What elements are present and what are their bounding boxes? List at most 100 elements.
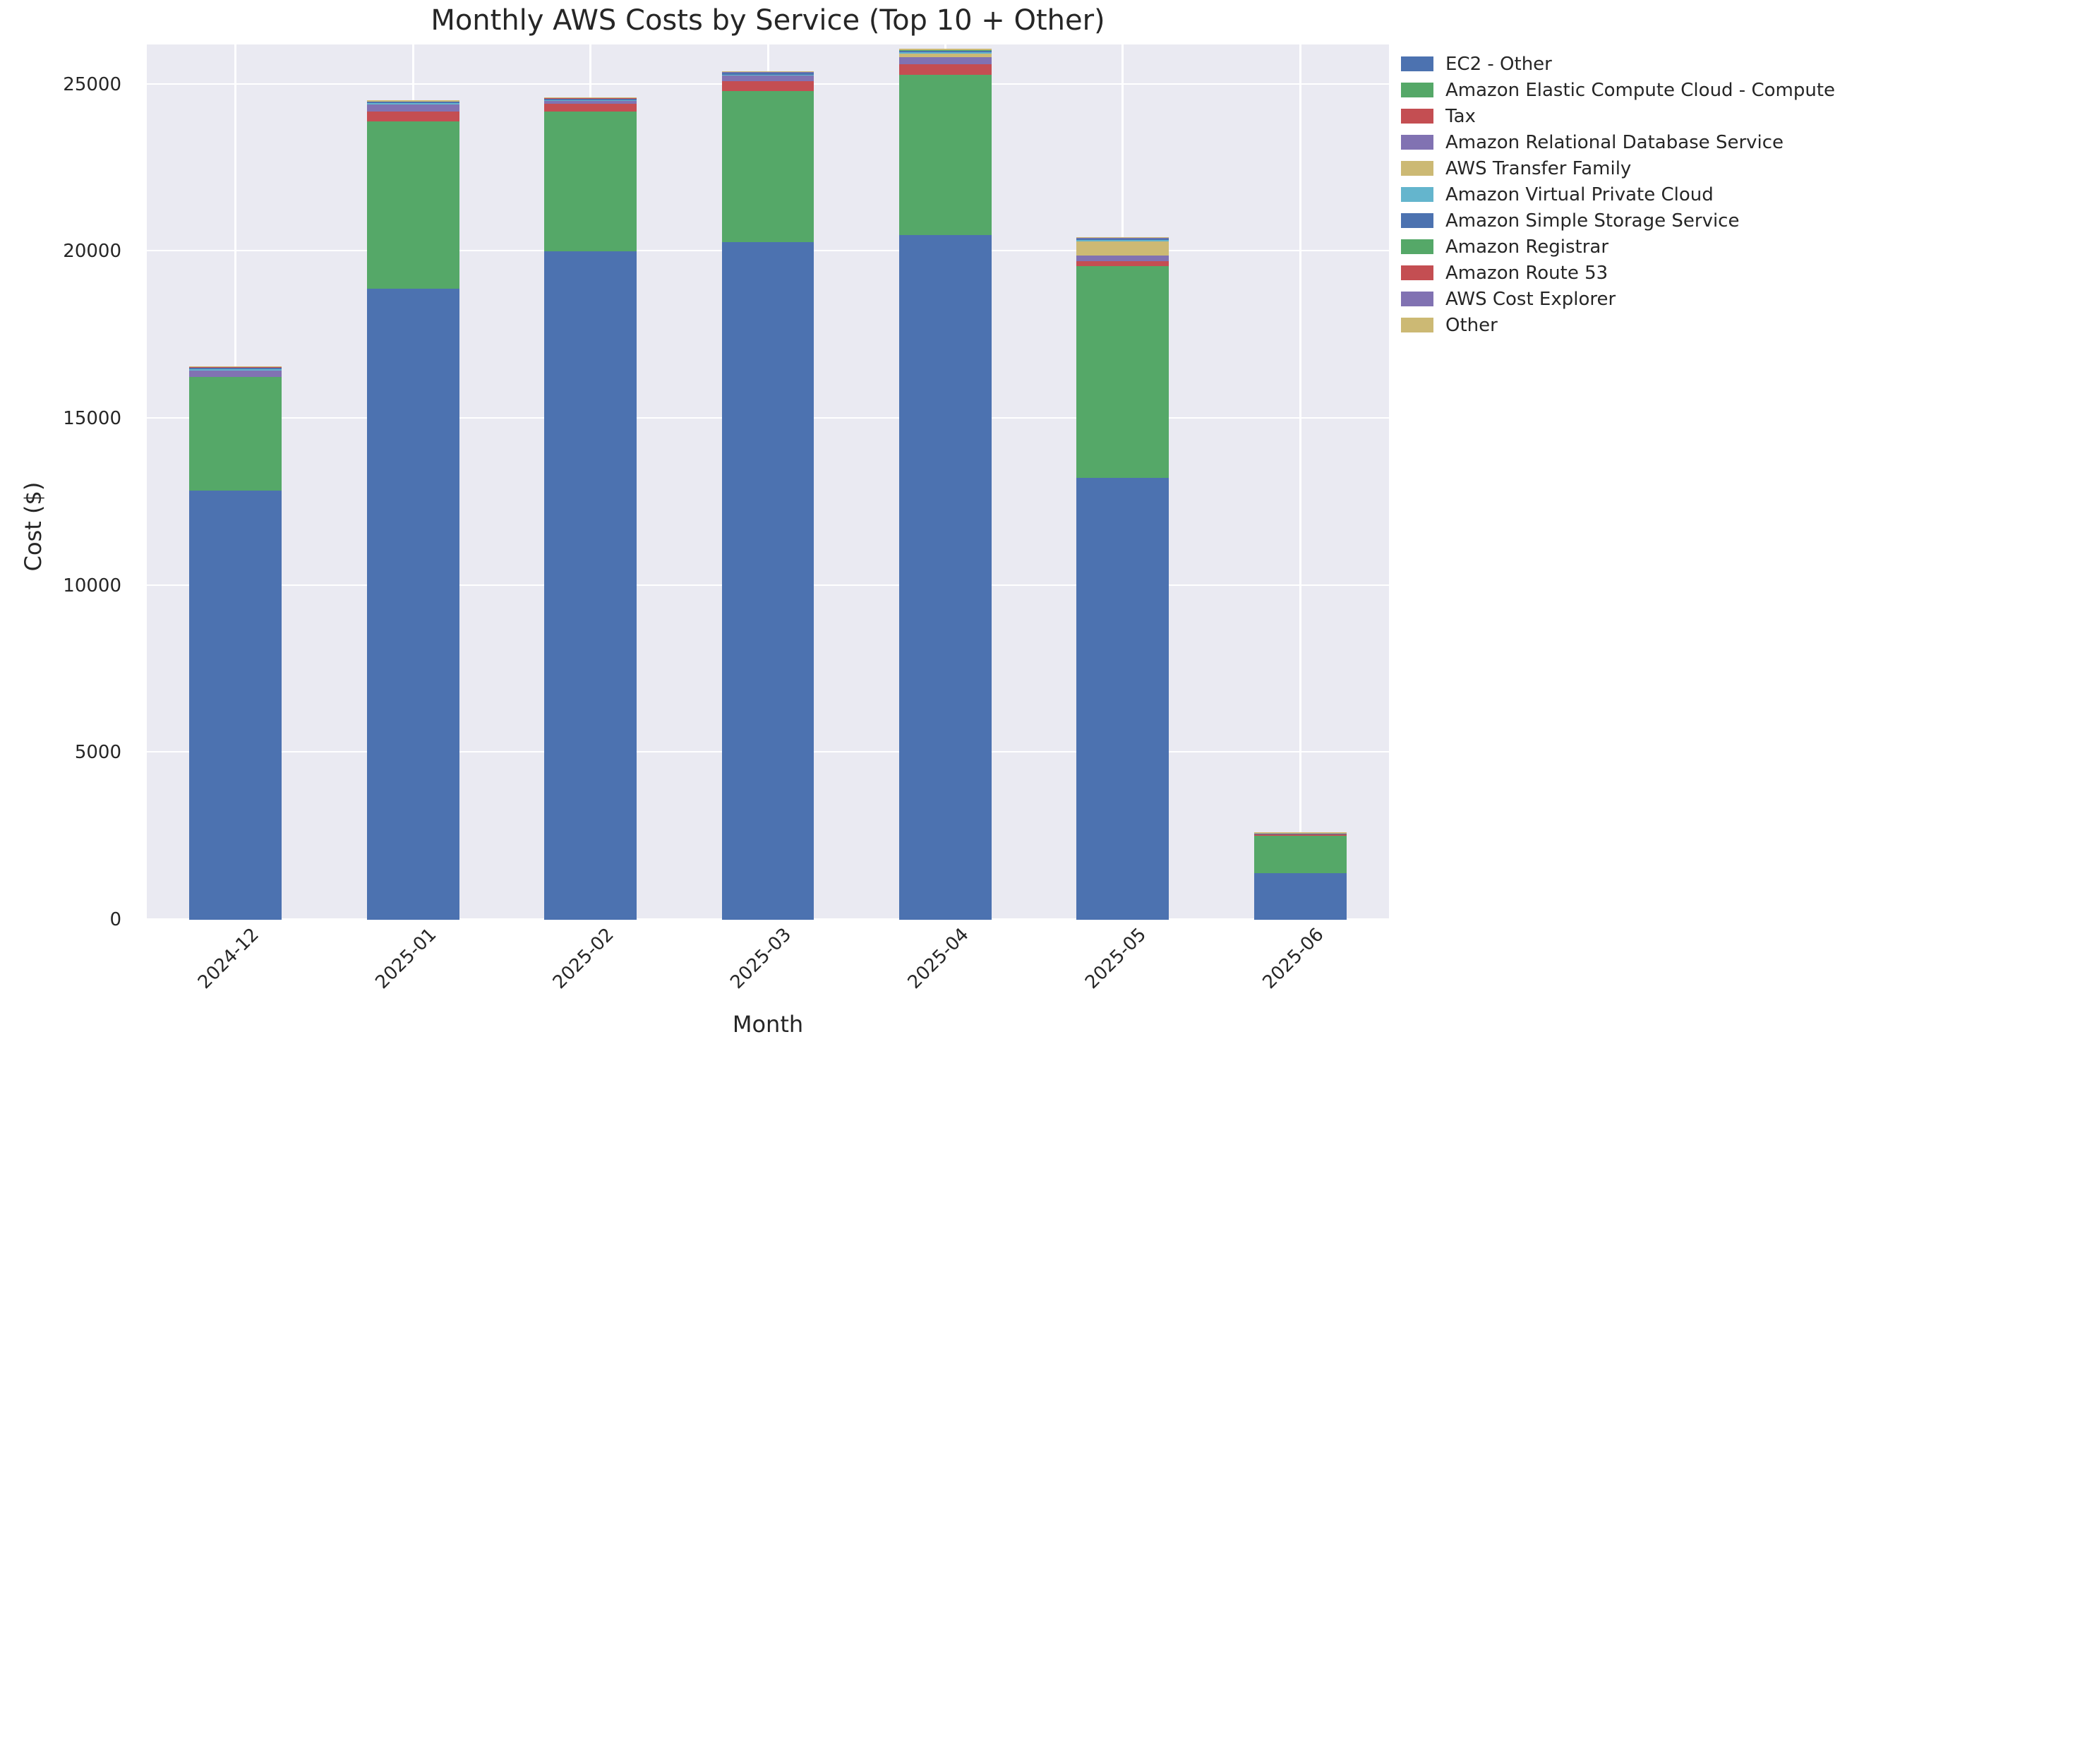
bar-group[interactable]: [899, 49, 992, 920]
legend-label: Amazon Elastic Compute Cloud - Compute: [1445, 79, 1836, 101]
bar-segment[interactable]: [366, 121, 459, 289]
legend-label: Amazon Registrar: [1445, 236, 1609, 258]
bar-segment[interactable]: [721, 74, 814, 76]
bar-group[interactable]: [721, 71, 814, 920]
legend-item[interactable]: Amazon Elastic Compute Cloud - Compute: [1401, 77, 2079, 103]
y-tick-label: 15000: [63, 408, 121, 430]
bar-segment[interactable]: [1076, 265, 1169, 478]
legend-label: AWS Cost Explorer: [1445, 288, 1616, 310]
bar-segment[interactable]: [544, 100, 637, 104]
legend-item[interactable]: AWS Cost Explorer: [1401, 286, 2079, 312]
legend-label: AWS Transfer Family: [1445, 157, 1632, 179]
y-tick-label: 20000: [63, 241, 121, 263]
bar-segment[interactable]: [189, 370, 282, 377]
bar-segment[interactable]: [544, 98, 637, 100]
legend-item[interactable]: Amazon Relational Database Service: [1401, 129, 2079, 155]
legend-item[interactable]: Other: [1401, 312, 2079, 338]
y-axis-label: Cost ($): [20, 481, 47, 572]
bar-segment[interactable]: [189, 367, 282, 370]
bar-segment[interactable]: [899, 49, 992, 50]
bar-segment[interactable]: [544, 111, 637, 251]
bar-segment[interactable]: [721, 242, 814, 920]
legend-label: Amazon Route 53: [1445, 262, 1608, 284]
plot-area: [147, 44, 1389, 920]
bar-segment[interactable]: [721, 76, 814, 82]
legend-item[interactable]: EC2 - Other: [1401, 51, 2079, 77]
y-tick-label: 10000: [63, 575, 121, 596]
bar-segment[interactable]: [721, 71, 814, 73]
legend-swatch-icon: [1401, 109, 1433, 124]
y-tick-label: 25000: [63, 73, 121, 95]
legend-label: Other: [1445, 314, 1498, 336]
bar-segment[interactable]: [366, 103, 459, 104]
legend-swatch-icon: [1401, 318, 1433, 332]
y-tick-label: 5000: [74, 742, 121, 764]
legend-swatch-icon: [1401, 187, 1433, 202]
bar-segment[interactable]: [1076, 236, 1169, 239]
legend-item[interactable]: Tax: [1401, 103, 2079, 129]
y-axis-label-wrap: Cost ($): [16, 44, 58, 920]
bar-segment[interactable]: [189, 376, 282, 491]
bar-group[interactable]: [1076, 236, 1169, 920]
bar-segment[interactable]: [1076, 239, 1169, 241]
legend-swatch-icon: [1401, 135, 1433, 150]
legend-label: Amazon Relational Database Service: [1445, 131, 1784, 153]
legend-swatch-icon: [1401, 239, 1433, 254]
bar-segment[interactable]: [1076, 240, 1169, 241]
x-tick-label: 2025-06: [1258, 924, 1328, 994]
bar-segment[interactable]: [544, 100, 637, 101]
legend-item[interactable]: Amazon Virtual Private Cloud: [1401, 181, 2079, 208]
bar-segment[interactable]: [1076, 261, 1169, 266]
y-tick-label: 0: [109, 909, 121, 930]
bar-segment[interactable]: [899, 235, 992, 920]
legend-item[interactable]: Amazon Registrar: [1401, 234, 2079, 260]
bar-segment[interactable]: [899, 57, 992, 64]
bar-segment[interactable]: [899, 50, 992, 53]
bar-segment[interactable]: [544, 251, 637, 920]
bar-segment[interactable]: [189, 490, 282, 920]
bar-segment[interactable]: [899, 54, 992, 58]
page-title: Monthly AWS Costs by Service (Top 10 + O…: [431, 4, 1105, 37]
legend-item[interactable]: AWS Transfer Family: [1401, 155, 2079, 181]
x-axis-label: Month: [732, 1011, 804, 1038]
bar-segment[interactable]: [544, 103, 637, 112]
x-tick-label: 2024-12: [193, 924, 263, 994]
legend-item[interactable]: Amazon Simple Storage Service: [1401, 208, 2079, 234]
bar-segment[interactable]: [1253, 833, 1347, 835]
legend-swatch-icon: [1401, 265, 1433, 280]
bar-segment[interactable]: [721, 73, 814, 75]
bar-segment[interactable]: [366, 104, 459, 112]
bar-segment[interactable]: [899, 75, 992, 236]
bar-segment[interactable]: [721, 90, 814, 243]
bar-segment[interactable]: [899, 52, 992, 54]
gridline-vertical: [1299, 44, 1301, 920]
bar-segment[interactable]: [544, 97, 637, 99]
bar-group[interactable]: [1253, 832, 1347, 920]
bar-segment[interactable]: [366, 102, 459, 104]
bar-segment[interactable]: [1253, 873, 1347, 920]
chart-legend: EC2 - Other Amazon Elastic Compute Cloud …: [1401, 51, 2079, 338]
bar-segment[interactable]: [1253, 834, 1347, 836]
bar-group[interactable]: [544, 97, 637, 920]
bar-segment[interactable]: [1076, 477, 1169, 920]
legend-label: Amazon Virtual Private Cloud: [1445, 184, 1714, 205]
bar-segment[interactable]: [1076, 256, 1169, 262]
bar-segment[interactable]: [366, 100, 459, 102]
bar-segment[interactable]: [721, 81, 814, 91]
legend-swatch-icon: [1401, 292, 1433, 306]
bar-segment[interactable]: [899, 64, 992, 76]
bar-group[interactable]: [189, 366, 282, 920]
bar-segment[interactable]: [1253, 832, 1347, 834]
chart-figure: Monthly AWS Costs by Service (Top 10 + O…: [16, 4, 2079, 1038]
bar-segment[interactable]: [189, 366, 282, 368]
legend-swatch-icon: [1401, 213, 1433, 228]
bar-segment[interactable]: [1076, 241, 1169, 256]
bar-segment[interactable]: [1253, 835, 1347, 874]
bar-segment[interactable]: [366, 111, 459, 121]
bar-segment[interactable]: [366, 289, 459, 920]
bar-segment[interactable]: [189, 369, 282, 371]
legend-item[interactable]: Amazon Route 53: [1401, 260, 2079, 286]
x-tick-label: 2025-02: [548, 924, 618, 994]
legend-swatch-icon: [1401, 56, 1433, 71]
bar-group[interactable]: [366, 100, 459, 920]
